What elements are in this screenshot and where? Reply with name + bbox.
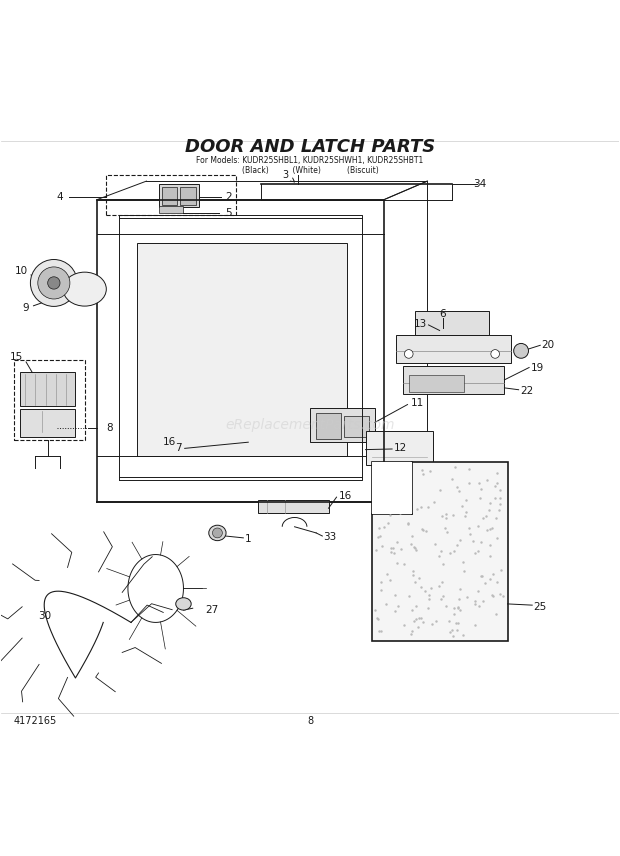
Text: 10: 10 (15, 265, 28, 276)
Bar (159, 205, 184, 213)
Text: 15: 15 (10, 352, 24, 362)
Text: 16: 16 (163, 437, 176, 447)
Text: 20: 20 (541, 340, 554, 349)
Text: 12: 12 (393, 443, 407, 453)
Text: DOOR AND LATCH PARTS: DOOR AND LATCH PARTS (185, 138, 435, 156)
Circle shape (213, 528, 223, 538)
Text: 22: 22 (520, 386, 533, 396)
Text: 4: 4 (56, 192, 63, 201)
Text: 11: 11 (410, 398, 424, 408)
Text: 8: 8 (307, 716, 313, 726)
Bar (20, 409, 76, 437)
Bar (316, 413, 341, 439)
Circle shape (404, 349, 413, 359)
Bar (396, 336, 511, 363)
Text: 6: 6 (440, 309, 446, 318)
Text: 16: 16 (339, 490, 352, 501)
Text: 30: 30 (38, 611, 51, 621)
Text: eReplacementParts.com: eReplacementParts.com (225, 418, 395, 432)
Text: 9: 9 (23, 303, 29, 312)
Bar (310, 408, 375, 443)
Text: 25: 25 (533, 602, 547, 612)
Text: 19: 19 (531, 362, 544, 372)
Circle shape (491, 349, 500, 359)
Bar (180, 187, 196, 205)
Bar (14, 360, 85, 440)
Text: 2: 2 (225, 192, 232, 201)
Bar (137, 243, 347, 455)
Bar (20, 372, 76, 407)
Bar (409, 375, 464, 392)
Ellipse shape (209, 526, 226, 541)
Bar (344, 416, 369, 437)
Bar (159, 183, 199, 207)
Text: For Models: KUDR25SHBL1, KUDR25SHWH1, KUDR25SHBT1: For Models: KUDR25SHBL1, KUDR25SHWH1, KU… (197, 157, 423, 165)
Bar (162, 187, 177, 205)
Bar (372, 462, 412, 514)
Bar (257, 500, 329, 514)
Bar (415, 311, 489, 336)
Text: 33: 33 (324, 532, 337, 542)
Bar (372, 462, 508, 641)
Text: 4172165: 4172165 (14, 716, 57, 726)
Circle shape (48, 276, 60, 289)
Text: (Black)          (White)           (Biscuit): (Black) (White) (Biscuit) (242, 166, 378, 175)
Text: 27: 27 (205, 605, 218, 615)
Circle shape (30, 259, 78, 306)
Text: 7: 7 (175, 443, 182, 454)
Bar (366, 431, 433, 465)
Text: 34: 34 (473, 179, 486, 189)
Text: 5: 5 (225, 208, 232, 218)
Bar (402, 366, 505, 394)
Ellipse shape (63, 272, 106, 306)
Text: 1: 1 (245, 534, 252, 544)
Text: 13: 13 (414, 319, 427, 330)
Text: 8: 8 (106, 423, 113, 433)
Bar (106, 175, 236, 215)
Circle shape (38, 267, 70, 299)
Text: 3: 3 (282, 170, 294, 181)
Ellipse shape (175, 597, 191, 610)
Circle shape (514, 343, 528, 359)
